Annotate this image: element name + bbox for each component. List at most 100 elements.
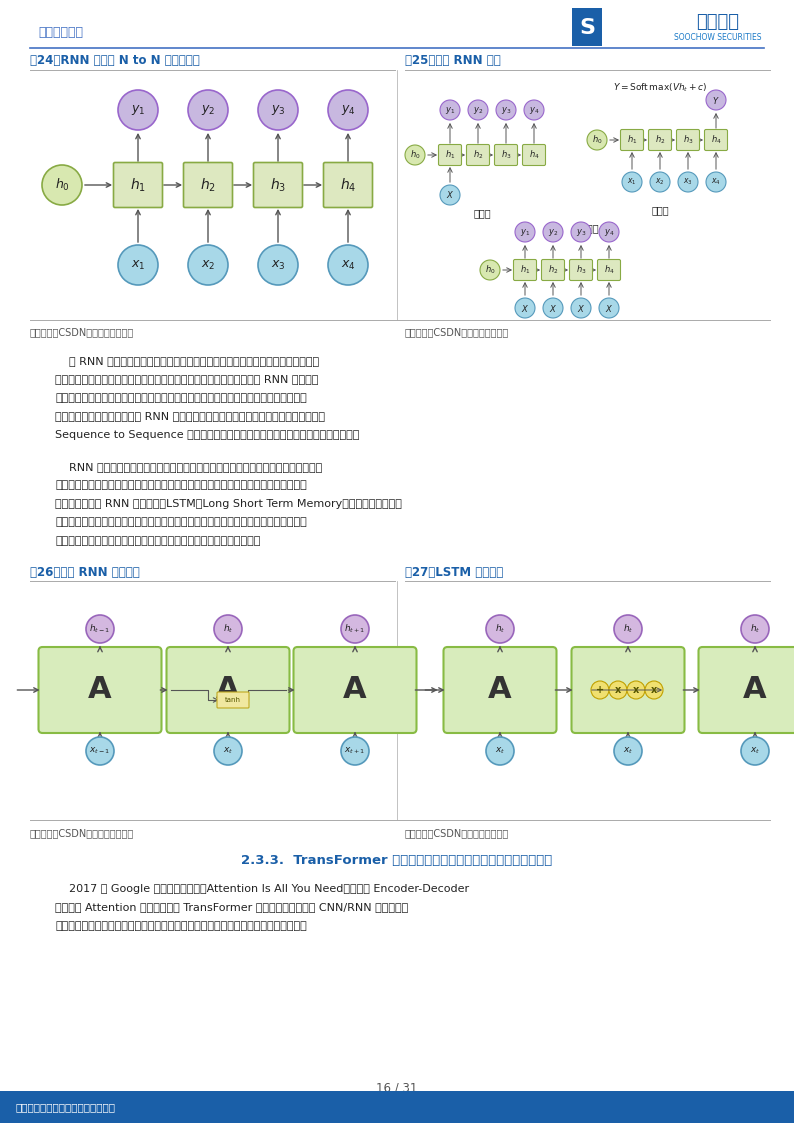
Circle shape <box>706 172 726 192</box>
Text: $h_3$: $h_3$ <box>683 134 693 146</box>
FancyBboxPatch shape <box>167 647 290 733</box>
Text: $h_4$: $h_4$ <box>529 148 539 162</box>
Text: 数据来源：CSDN，东吴证券研究所: 数据来源：CSDN，东吴证券研究所 <box>30 828 134 838</box>
Text: $h_2$: $h_2$ <box>655 134 665 146</box>
FancyBboxPatch shape <box>323 163 372 208</box>
Text: $h_4$: $h_4$ <box>711 134 722 146</box>
Text: 图26：简单 RNN 机制结构: 图26：简单 RNN 机制结构 <box>30 566 140 579</box>
Circle shape <box>599 298 619 318</box>
Text: $h_1$: $h_1$ <box>520 264 530 276</box>
Circle shape <box>614 737 642 765</box>
FancyBboxPatch shape <box>294 647 417 733</box>
Text: $h_0$: $h_0$ <box>592 134 603 146</box>
Text: 多对多: 多对多 <box>581 223 599 232</box>
Text: 数据来源：CSDN，东吴证券研究所: 数据来源：CSDN，东吴证券研究所 <box>405 327 509 337</box>
Text: $y_1$: $y_1$ <box>445 104 455 116</box>
Text: +: + <box>596 685 604 695</box>
Text: 据密切相关，从而对于数据具备一定的记忆能力（虽然可能随着序列增加导致前面部分: 据密切相关，从而对于数据具备一定的记忆能力（虽然可能随着序列增加导致前面部分 <box>55 393 306 403</box>
Text: $y_3$: $y_3$ <box>576 227 586 237</box>
Circle shape <box>741 615 769 643</box>
Text: 图25：多种 RNN 结构: 图25：多种 RNN 结构 <box>405 54 501 66</box>
Text: $y_3$: $y_3$ <box>501 104 511 116</box>
Text: $x_{t-1}$: $x_{t-1}$ <box>90 746 110 756</box>
Text: 2.3.3.  TransFormer 并行计算加速学习效率，成为重要特征提取器: 2.3.3. TransFormer 并行计算加速学习效率，成为重要特征提取器 <box>241 853 553 867</box>
Text: $y_2$: $y_2$ <box>548 227 558 237</box>
Text: $x_4$: $x_4$ <box>341 258 356 272</box>
Circle shape <box>609 681 627 699</box>
Circle shape <box>614 615 642 643</box>
Text: 数据来源：CSDN，东吴证券研究所: 数据来源：CSDN，东吴证券研究所 <box>30 327 134 337</box>
Text: $h_1$: $h_1$ <box>130 176 146 193</box>
Text: $h_0$: $h_0$ <box>55 177 69 193</box>
Text: $x_3$: $x_3$ <box>683 176 693 188</box>
Text: 配合，可以选择性的记忆重要信息，过滤掉噪音信息，减轻记忆负担。: 配合，可以选择性的记忆重要信息，过滤掉噪音信息，减轻记忆负担。 <box>55 536 260 546</box>
Circle shape <box>480 261 500 280</box>
Circle shape <box>599 222 619 241</box>
Text: $x_t$: $x_t$ <box>223 746 233 756</box>
Text: A: A <box>743 676 767 704</box>
Text: A: A <box>88 676 112 704</box>
FancyBboxPatch shape <box>253 163 303 208</box>
Circle shape <box>496 100 516 120</box>
Circle shape <box>328 245 368 285</box>
Text: $y_4$: $y_4$ <box>341 103 356 117</box>
Circle shape <box>515 222 535 241</box>
Text: 一个时刻的网络状态将会作用（影响）到下一个时刻的网络状态，表明 RNN 和序列数: 一个时刻的网络状态将会作用（影响）到下一个时刻的网络状态，表明 RNN 和序列数 <box>55 374 318 384</box>
Text: A: A <box>343 676 367 704</box>
Text: 多对一: 多对一 <box>651 206 669 214</box>
Text: 图24：RNN 结构的 N to N 网络拓扑图: 图24：RNN 结构的 N to N 网络拓扑图 <box>30 54 200 66</box>
Text: 数据来源：CSDN，东吴证券研究所: 数据来源：CSDN，东吴证券研究所 <box>405 828 509 838</box>
Text: $x_t$: $x_t$ <box>750 746 760 756</box>
Text: SCS: SCS <box>581 40 593 46</box>
Circle shape <box>440 185 460 206</box>
Text: 行业深度报告: 行业深度报告 <box>38 26 83 38</box>
Circle shape <box>650 172 670 192</box>
FancyBboxPatch shape <box>620 129 643 150</box>
FancyBboxPatch shape <box>649 129 672 150</box>
Text: A: A <box>216 676 240 704</box>
Circle shape <box>627 681 645 699</box>
Text: 图27：LSTM 机制结构: 图27：LSTM 机制结构 <box>405 566 503 579</box>
Text: $X$: $X$ <box>549 302 557 313</box>
Text: 样的权重值。在 RNN 的基础上，LSTM（Long Short Term Memory）模型被提出，它的: 样的权重值。在 RNN 的基础上，LSTM（Long Short Term Me… <box>55 499 402 509</box>
FancyBboxPatch shape <box>444 647 557 733</box>
FancyBboxPatch shape <box>572 8 602 46</box>
Circle shape <box>42 165 82 206</box>
Text: $x_3$: $x_3$ <box>271 258 285 272</box>
Text: $h_2$: $h_2$ <box>472 148 484 162</box>
Text: $X$: $X$ <box>605 302 613 313</box>
Circle shape <box>587 130 607 150</box>
Text: $Y = \mathrm{Soft\,max}(Vh_t + c)$: $Y = \mathrm{Soft\,max}(Vh_t + c)$ <box>613 82 707 94</box>
Circle shape <box>341 615 369 643</box>
Text: 解决了输入和输出的长期依赖问题，并且拥有并行计算的能力，大幅度减少了计算资源: 解决了输入和输出的长期依赖问题，并且拥有并行计算的能力，大幅度减少了计算资源 <box>55 921 306 931</box>
Text: $h_{t+1}$: $h_{t+1}$ <box>345 623 366 636</box>
Circle shape <box>328 90 368 130</box>
Text: $X$: $X$ <box>446 190 454 201</box>
Text: x: x <box>615 685 621 695</box>
Text: SOOCHOW SECURITIES: SOOCHOW SECURITIES <box>674 34 761 43</box>
Text: $h_2$: $h_2$ <box>200 176 216 193</box>
Text: $h_4$: $h_4$ <box>603 264 615 276</box>
Circle shape <box>118 245 158 285</box>
Circle shape <box>486 615 514 643</box>
Text: $h_3$: $h_3$ <box>270 176 286 193</box>
Text: $y_2$: $y_2$ <box>473 104 484 116</box>
FancyBboxPatch shape <box>217 692 249 707</box>
Circle shape <box>741 737 769 765</box>
Text: $x_2$: $x_2$ <box>655 176 665 188</box>
Circle shape <box>543 222 563 241</box>
Circle shape <box>706 90 726 110</box>
Text: $x_1$: $x_1$ <box>627 176 637 188</box>
Text: $h_t$: $h_t$ <box>223 623 233 636</box>
Text: $h_3$: $h_3$ <box>501 148 511 162</box>
Circle shape <box>405 145 425 165</box>
Circle shape <box>188 245 228 285</box>
Bar <box>0 1092 794 1123</box>
Circle shape <box>214 615 242 643</box>
Circle shape <box>645 681 663 699</box>
Circle shape <box>591 681 609 699</box>
Text: 在 RNN 的循环结构中，每一步输出的结果，会作为下一步的新的输入，也就是上: 在 RNN 的循环结构中，每一步输出的结果，会作为下一步的新的输入，也就是上 <box>55 356 319 366</box>
Text: 16 / 31: 16 / 31 <box>376 1081 418 1095</box>
FancyBboxPatch shape <box>598 259 620 281</box>
Circle shape <box>188 90 228 130</box>
